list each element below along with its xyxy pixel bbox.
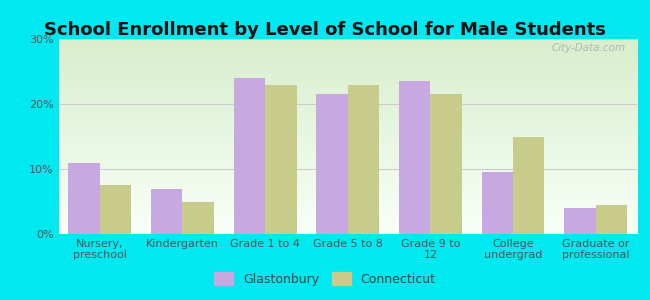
Bar — [151, 188, 183, 234]
Bar — [68, 163, 100, 234]
Bar — [430, 94, 461, 234]
Text: School Enrollment by Level of School for Male Students: School Enrollment by Level of School for… — [44, 21, 606, 39]
Bar — [513, 136, 545, 234]
Bar — [482, 172, 513, 234]
Bar — [234, 78, 265, 234]
Bar — [564, 208, 595, 234]
Bar — [317, 94, 348, 234]
Bar — [100, 185, 131, 234]
Bar — [183, 202, 214, 234]
Text: City-Data.com: City-Data.com — [551, 43, 625, 53]
Bar — [399, 81, 430, 234]
Bar — [348, 85, 379, 234]
Bar — [595, 205, 627, 234]
Legend: Glastonbury, Connecticut: Glastonbury, Connecticut — [209, 267, 441, 291]
Bar — [265, 85, 296, 234]
